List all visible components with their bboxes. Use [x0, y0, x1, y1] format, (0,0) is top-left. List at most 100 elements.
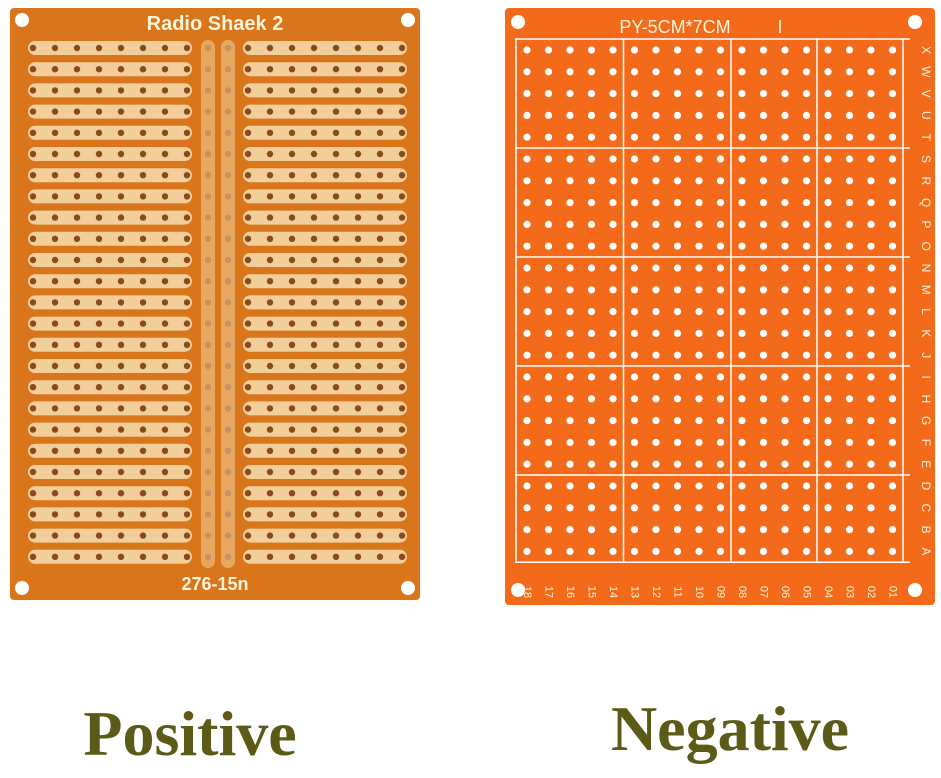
hole	[95, 44, 103, 52]
hole	[652, 329, 660, 337]
hole	[139, 150, 147, 158]
hole	[781, 482, 789, 490]
hole	[609, 526, 617, 534]
hole	[824, 482, 832, 490]
hole	[332, 299, 340, 306]
hole	[117, 320, 125, 327]
hole	[630, 308, 639, 316]
column-number: 15	[586, 586, 598, 598]
hole	[139, 320, 147, 327]
hole	[673, 547, 682, 556]
hole	[332, 278, 340, 285]
hole	[781, 220, 789, 228]
hole	[544, 220, 553, 228]
hole	[51, 108, 59, 115]
hole	[117, 405, 125, 412]
hole	[117, 511, 125, 518]
row-letter: W	[919, 66, 933, 78]
hole	[29, 447, 37, 454]
hole	[695, 177, 703, 185]
hole	[117, 532, 125, 539]
hole	[695, 373, 703, 381]
hole	[139, 87, 147, 94]
pad-strip	[243, 316, 407, 331]
hole	[266, 214, 274, 221]
row-letter: L	[919, 308, 933, 315]
hole	[398, 532, 406, 539]
hole	[73, 87, 81, 94]
hole	[183, 299, 191, 306]
hole	[587, 199, 596, 207]
hole	[288, 150, 296, 158]
hole	[781, 329, 789, 337]
pad-strip	[28, 486, 192, 501]
hole	[183, 447, 191, 454]
hole	[544, 329, 553, 337]
hole	[695, 504, 703, 512]
hole	[266, 320, 274, 327]
hole	[523, 460, 531, 468]
pad-strip	[28, 295, 192, 310]
hole	[183, 553, 191, 560]
hole	[587, 264, 596, 272]
hole	[398, 405, 406, 412]
hole	[161, 532, 169, 539]
column-number: 06	[779, 586, 791, 598]
hole	[888, 526, 897, 534]
hole	[523, 68, 531, 76]
hole	[354, 532, 362, 539]
hole	[139, 468, 147, 476]
hole	[332, 320, 340, 327]
hole	[51, 532, 59, 539]
hole	[673, 438, 682, 446]
hole	[652, 526, 660, 534]
hole	[566, 438, 574, 446]
hole	[888, 133, 897, 141]
hole	[544, 264, 553, 272]
hole	[824, 373, 832, 381]
hole	[161, 150, 169, 158]
hole	[695, 351, 703, 359]
hole	[117, 490, 125, 497]
hole	[332, 468, 340, 476]
hole	[117, 108, 125, 115]
row-letter: S	[919, 155, 933, 163]
hole	[310, 66, 318, 73]
hole	[51, 150, 59, 158]
hole	[29, 214, 37, 221]
hole	[716, 133, 725, 141]
pad-strip	[28, 359, 192, 373]
hole	[266, 405, 274, 412]
hole	[288, 468, 296, 476]
hole	[398, 108, 406, 115]
hole	[630, 526, 639, 534]
hole	[73, 468, 81, 476]
hole	[888, 68, 897, 76]
hole	[587, 526, 596, 534]
hole	[695, 286, 703, 294]
hole	[310, 362, 318, 370]
hole	[867, 547, 875, 556]
hole	[266, 532, 274, 539]
hole	[139, 405, 147, 412]
mount-hole	[15, 13, 29, 27]
hole	[288, 511, 296, 518]
hole	[376, 256, 384, 264]
hole	[332, 256, 340, 264]
hole	[95, 66, 103, 73]
hole	[845, 329, 854, 337]
hole	[51, 66, 59, 73]
pad-strip	[28, 443, 192, 458]
hole	[738, 177, 746, 185]
hole	[845, 155, 854, 163]
pad-strip	[243, 125, 407, 140]
hole	[652, 111, 660, 119]
hole	[630, 155, 639, 163]
hole	[310, 44, 318, 52]
hole	[139, 278, 147, 285]
hole	[29, 405, 37, 412]
hole	[587, 111, 596, 119]
hole	[183, 468, 191, 476]
hole	[695, 242, 703, 250]
hole	[609, 417, 617, 425]
